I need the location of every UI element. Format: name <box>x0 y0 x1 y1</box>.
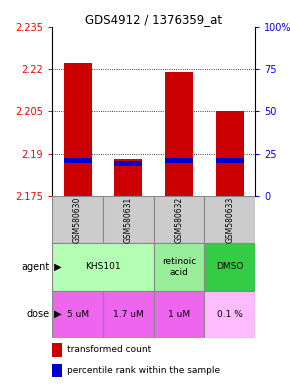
Text: ▶: ▶ <box>51 262 61 272</box>
Text: 0.1 %: 0.1 % <box>217 310 243 319</box>
Bar <box>204 196 255 243</box>
Bar <box>154 291 204 338</box>
Text: retinoic
acid: retinoic acid <box>162 257 196 276</box>
Text: percentile rank within the sample: percentile rank within the sample <box>67 366 221 375</box>
Bar <box>52 343 62 357</box>
Title: GDS4912 / 1376359_at: GDS4912 / 1376359_at <box>85 13 222 26</box>
Bar <box>52 364 62 377</box>
Text: GSM580633: GSM580633 <box>225 196 234 243</box>
Text: GSM580631: GSM580631 <box>124 196 133 243</box>
Text: DMSO: DMSO <box>216 262 244 271</box>
Text: agent: agent <box>21 262 49 272</box>
Bar <box>64 158 92 164</box>
Bar <box>52 243 154 291</box>
Text: 5 uM: 5 uM <box>66 310 89 319</box>
Bar <box>52 196 103 243</box>
Bar <box>216 111 244 196</box>
Text: GSM580630: GSM580630 <box>73 196 82 243</box>
Text: KHS101: KHS101 <box>85 262 121 271</box>
Text: 1 uM: 1 uM <box>168 310 190 319</box>
Text: GSM580632: GSM580632 <box>175 196 184 243</box>
Bar <box>52 291 103 338</box>
Bar <box>103 196 154 243</box>
Text: ▶: ▶ <box>51 309 61 319</box>
Bar <box>165 158 193 164</box>
Bar <box>154 196 204 243</box>
Bar <box>103 291 154 338</box>
Bar <box>114 159 142 196</box>
Bar <box>204 291 255 338</box>
Text: dose: dose <box>26 309 49 319</box>
Text: transformed count: transformed count <box>67 345 152 354</box>
Bar <box>114 161 142 166</box>
Bar <box>204 243 255 291</box>
Bar <box>165 72 193 196</box>
Text: 1.7 uM: 1.7 uM <box>113 310 144 319</box>
Bar <box>154 243 204 291</box>
Bar <box>64 63 92 196</box>
Bar <box>216 158 244 164</box>
